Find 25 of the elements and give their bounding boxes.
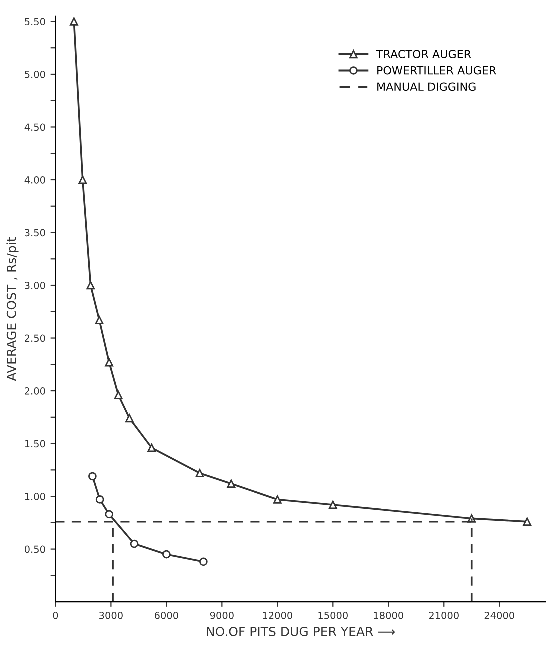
x-tick-label: 24000 [484, 612, 514, 620]
x-tick-label: 9000 [210, 612, 234, 620]
y-tick-label: 5.50 [25, 18, 46, 26]
legend-label: MANUAL DIGGING [378, 82, 476, 92]
y-tick-label: 0.50 [24, 546, 46, 554]
y-tick-label: 2.50 [25, 334, 46, 342]
y-tick-label: 1.00 [25, 493, 46, 500]
x-tick-label: 0 [53, 612, 58, 620]
legend-label: TRACTOR AUGER [376, 50, 472, 58]
x-tick-label: 12000 [263, 612, 292, 620]
x-tick-label: 18000 [374, 612, 404, 620]
legend-label: POWERTILLER AUGER [378, 66, 496, 75]
x-axis-title: NO.OF PITS DUG PER YEAR ⟶ [207, 626, 395, 636]
y-tick-label: 1.50 [25, 440, 46, 448]
y-tick-label: 5.00 [25, 70, 46, 78]
x-tick-label: 21000 [429, 612, 459, 620]
y-tick-label: 3.00 [25, 282, 46, 290]
y-tick-label: 4.50 [24, 124, 46, 132]
y-tick-label: 3.50 [25, 229, 46, 237]
x-tick-label: 15000 [318, 612, 348, 620]
x-tick-label: 6000 [154, 612, 178, 620]
y-tick-label: 2.00 [25, 388, 46, 395]
y-tick-label: 4.00 [24, 176, 46, 184]
x-tick-label: 3000 [100, 612, 123, 620]
y-axis-title: AVERAGE COST , Rs/pit [6, 238, 19, 382]
